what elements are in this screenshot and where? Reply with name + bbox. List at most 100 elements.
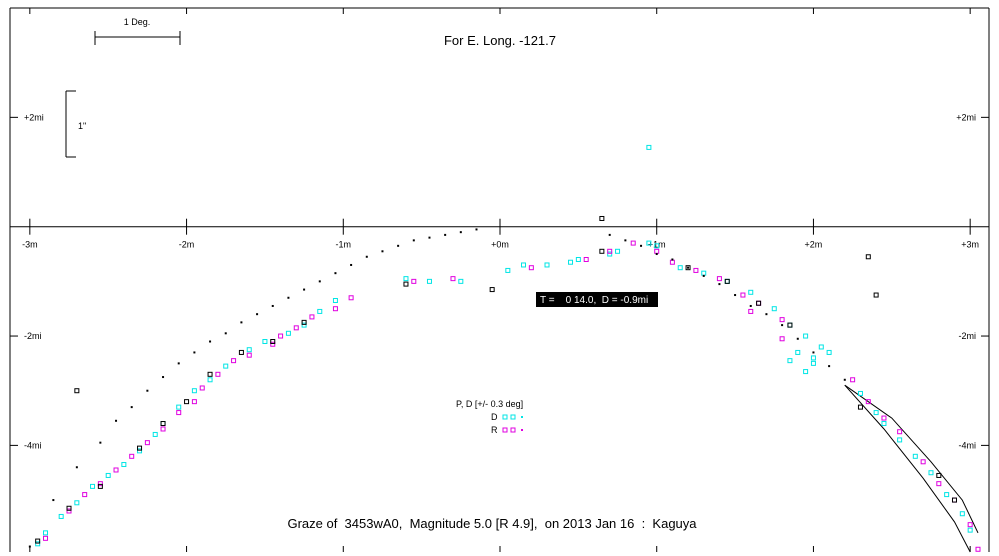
legend-title: P, D [+/- 0.3 deg] bbox=[456, 399, 523, 409]
limb-point bbox=[640, 244, 643, 247]
limb-point bbox=[28, 545, 31, 548]
limb-point bbox=[162, 376, 165, 379]
data-point-r bbox=[199, 385, 205, 391]
legend-marker bbox=[510, 414, 516, 420]
data-point-d bbox=[967, 527, 973, 533]
data-point-d bbox=[544, 262, 550, 268]
data-point-d bbox=[795, 349, 801, 355]
data-point-d bbox=[607, 251, 613, 257]
data-point-r bbox=[191, 399, 197, 405]
data-point-other bbox=[35, 538, 41, 544]
x-tick-label: +2m bbox=[805, 240, 823, 250]
limb-point bbox=[671, 258, 674, 261]
cursor-readout-box bbox=[536, 292, 658, 307]
cursor-readout-text: T = 0 14.0, D = -0.9mi bbox=[540, 295, 648, 306]
limit-line bbox=[844, 384, 971, 553]
data-point-d bbox=[810, 360, 816, 366]
data-point-d bbox=[826, 349, 832, 355]
data-point-r bbox=[43, 535, 49, 541]
limb-point bbox=[812, 351, 815, 354]
data-point-r bbox=[850, 377, 856, 383]
data-point-d bbox=[137, 448, 143, 454]
data-point-r bbox=[246, 352, 252, 358]
data-point-d bbox=[176, 404, 182, 410]
limb-point bbox=[624, 239, 627, 242]
chart-footer: Graze of 3453wA0, Magnitude 5.0 [R 4.9],… bbox=[287, 516, 697, 531]
data-point-d bbox=[223, 363, 229, 369]
data-point-d bbox=[873, 410, 879, 416]
data-point-r bbox=[897, 429, 903, 435]
limb-point bbox=[318, 280, 321, 283]
data-point-r bbox=[779, 317, 785, 323]
limb-point bbox=[193, 351, 196, 354]
data-point-d bbox=[771, 306, 777, 312]
data-point-d bbox=[646, 144, 652, 150]
data-point-r bbox=[528, 265, 534, 271]
limb-point bbox=[52, 499, 55, 502]
limb-point bbox=[608, 233, 611, 236]
data-point-d bbox=[677, 265, 683, 271]
data-point-r bbox=[630, 240, 636, 246]
limb-point bbox=[702, 274, 705, 277]
limb-point bbox=[781, 324, 784, 327]
data-point-d bbox=[615, 248, 621, 254]
data-point-r bbox=[332, 306, 338, 312]
data-point-other bbox=[865, 254, 871, 260]
limb-point bbox=[655, 253, 658, 256]
data-point-r bbox=[450, 276, 456, 282]
legend-marker bbox=[502, 414, 508, 420]
data-point-r bbox=[583, 256, 589, 262]
data-point-r bbox=[215, 371, 221, 377]
data-point-r bbox=[231, 358, 237, 364]
data-point-other bbox=[301, 319, 307, 325]
limb-point bbox=[209, 340, 212, 343]
data-point-d bbox=[152, 431, 158, 437]
limb-point bbox=[365, 255, 368, 258]
data-point-d bbox=[58, 513, 64, 519]
data-point-d bbox=[105, 472, 111, 478]
legend-markers bbox=[502, 414, 523, 433]
limb-point bbox=[828, 365, 831, 368]
data-point-d bbox=[654, 243, 660, 249]
y-tick-label-left: -4mi bbox=[24, 440, 42, 450]
limb-point bbox=[734, 294, 737, 297]
limb-point bbox=[444, 233, 447, 236]
data-point-d bbox=[646, 240, 652, 246]
limb-point bbox=[718, 283, 721, 286]
data-point-other bbox=[238, 349, 244, 355]
data-point-d bbox=[944, 492, 950, 498]
data-point-d bbox=[881, 421, 887, 427]
data-point-d bbox=[748, 289, 754, 295]
limb-point bbox=[459, 231, 462, 234]
data-point-r bbox=[967, 522, 973, 528]
data-point-r bbox=[920, 459, 926, 465]
data-point-d bbox=[803, 369, 809, 375]
limb-point bbox=[115, 419, 118, 422]
limb-point bbox=[381, 250, 384, 253]
data-point-other bbox=[270, 339, 276, 345]
limb-point bbox=[130, 406, 133, 409]
data-point-other bbox=[97, 483, 103, 489]
limb-point bbox=[796, 337, 799, 340]
x-tick-label: -3m bbox=[22, 240, 38, 250]
y-tick-label-right: -4mi bbox=[959, 440, 977, 450]
data-point-other bbox=[184, 399, 190, 405]
x-tick-label: +0m bbox=[491, 240, 509, 250]
data-point-r bbox=[865, 399, 871, 405]
data-point-d bbox=[912, 453, 918, 459]
data-point-r bbox=[129, 453, 135, 459]
data-point-d bbox=[43, 530, 49, 536]
x-tick-label: +3m bbox=[961, 240, 979, 250]
data-point-d bbox=[301, 322, 307, 328]
data-point-d bbox=[403, 276, 409, 282]
data-point-d bbox=[505, 267, 511, 273]
data-point-other bbox=[873, 292, 879, 298]
limb-point bbox=[765, 313, 768, 316]
limb-point bbox=[256, 313, 259, 316]
data-point-r bbox=[716, 276, 722, 282]
data-point-d bbox=[332, 298, 338, 304]
limb-point bbox=[428, 236, 431, 239]
limb-point bbox=[397, 244, 400, 247]
